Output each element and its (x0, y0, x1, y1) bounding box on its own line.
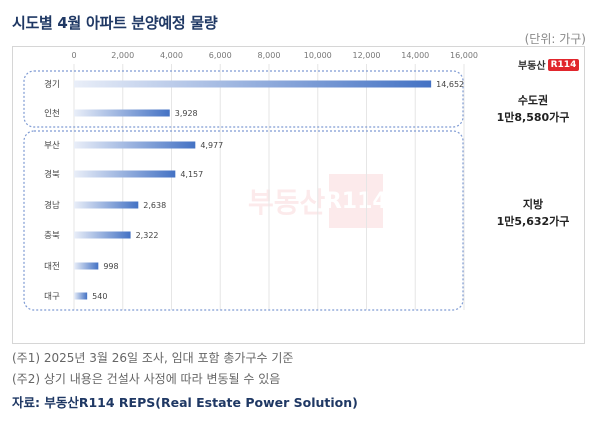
brand-badge: R114 (547, 58, 580, 71)
group-name-capital: 수도권 (517, 94, 549, 107)
x-tick-label: 4,000 (160, 51, 183, 60)
bars (74, 80, 432, 300)
source-line: 자료: 부동산R114 REPS(Real Estate Power Solut… (12, 395, 358, 410)
category-label: 대구 (44, 292, 60, 302)
bar (74, 141, 196, 149)
group-label-regional: 지방 1만5,632가구 (478, 196, 588, 230)
chart-frame (12, 46, 585, 344)
bar (74, 231, 131, 239)
x-tick-label: 10,000 (304, 51, 332, 60)
footnote-1: (주1) 2025년 3월 26일 조사, 임대 포함 총가구수 기준 (12, 351, 294, 365)
value-label: 2,638 (143, 201, 166, 210)
category-label: 부산 (44, 140, 60, 151)
value-label: 2,322 (136, 231, 159, 240)
category-label: 경북 (44, 169, 60, 180)
chart-title: 시도별 4월 아파트 분양예정 물량 (12, 14, 218, 32)
bar (74, 109, 170, 117)
grid-lines (73, 64, 465, 310)
x-tick-label: 12,000 (353, 51, 381, 60)
category-label: 충북 (44, 231, 60, 241)
x-tick-label: 16,000 (450, 51, 478, 60)
value-label: 540 (92, 292, 107, 301)
x-tick-label: 6,000 (209, 51, 232, 60)
bar (74, 80, 432, 88)
value-label: 998 (103, 262, 118, 271)
category-label: 경기 (44, 79, 60, 90)
region-groups (23, 70, 464, 311)
x-tick-label: 2,000 (111, 51, 134, 60)
value-label: 14,652 (436, 80, 464, 89)
group-label-capital: 수도권 1만8,580가구 (478, 92, 588, 126)
group-name-regional: 지방 (522, 198, 544, 211)
x-tick-label: 8,000 (258, 51, 281, 60)
bar (74, 262, 99, 270)
group-total-regional: 1만5,632가구 (496, 215, 570, 228)
unit-label: (단위: 가구) (524, 32, 586, 46)
bar (74, 170, 176, 178)
group-total-capital: 1만8,580가구 (496, 111, 570, 124)
x-tick-label: 0 (71, 51, 76, 60)
value-label: 3,928 (175, 109, 198, 118)
value-label: 4,157 (180, 170, 203, 179)
category-label: 경남 (44, 200, 60, 211)
category-label: 대전 (44, 261, 60, 272)
footnote-2: (주2) 상기 내용은 건설사 사정에 따라 변동될 수 있음 (12, 372, 281, 386)
category-label: 인천 (44, 108, 60, 119)
value-labels: 14,652 3,928 4,977 4,157 2,638 2,322 998 540 (92, 80, 464, 301)
bar (74, 292, 88, 300)
bar (74, 201, 139, 209)
brand-name: 부동산 (518, 61, 546, 72)
value-label: 4,977 (200, 141, 223, 150)
x-axis-ticks: 0 2,000 4,000 6,000 8,000 10,000 12,000 14,000 1… (71, 51, 478, 60)
x-tick-label: 14,000 (401, 51, 429, 60)
brand-logo: 부동산 R114 (518, 57, 580, 72)
group-box-capital (23, 70, 464, 128)
group-box-regional (23, 130, 464, 311)
